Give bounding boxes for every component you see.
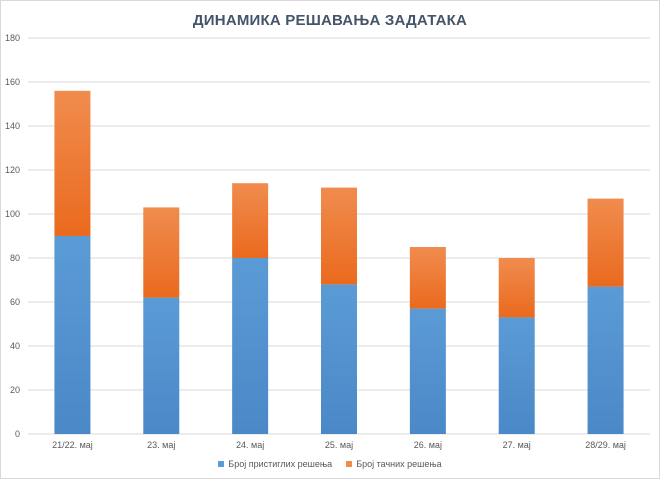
bar-correct xyxy=(498,258,535,318)
bar-received xyxy=(587,286,624,434)
bar-received xyxy=(321,284,357,434)
x-tick-label: 24. мај xyxy=(236,440,264,450)
y-axis: 0 20 40 60 80 100 120 140 160 180 xyxy=(5,33,20,439)
y-tick-label: 40 xyxy=(10,341,20,351)
y-tick-label: 80 xyxy=(10,253,20,263)
y-tick-label: 60 xyxy=(10,297,20,307)
x-tick-label: 26. мај xyxy=(414,440,442,450)
bar-received xyxy=(498,317,535,434)
legend: Број пристиглих решења Број тачних решењ… xyxy=(0,459,660,469)
y-tick-label: 100 xyxy=(5,209,20,219)
x-tick-label: 28/29. мај xyxy=(585,440,626,450)
x-tick-label: 25. мај xyxy=(325,440,353,450)
y-tick-label: 20 xyxy=(10,385,20,395)
legend-swatch-correct xyxy=(346,461,353,467)
x-tick-label: 21/22. мај xyxy=(52,440,93,450)
bar-correct xyxy=(54,90,91,236)
chart-title: ДИНАМИКА РЕШАВАЊА ЗАДАТАКА xyxy=(192,12,468,29)
y-tick-label: 120 xyxy=(5,165,20,175)
legend-label-received: Број пристиглих решења xyxy=(228,459,333,469)
bar-received xyxy=(143,297,180,434)
bar-received xyxy=(232,258,269,434)
legend-item-correct: Број тачних решења xyxy=(346,459,442,469)
y-tick-label: 180 xyxy=(5,33,20,43)
y-tick-label: 0 xyxy=(15,429,20,439)
x-tick-label: 27. мај xyxy=(503,440,531,450)
bar-correct xyxy=(143,207,180,298)
bar-received xyxy=(54,236,91,434)
legend-label-correct: Број тачних решења xyxy=(356,459,442,469)
x-tick-label: 23. мај xyxy=(147,440,175,450)
legend-item-received: Број пристиглих решења xyxy=(218,459,332,469)
bar-correct xyxy=(587,198,624,287)
legend-swatch-received xyxy=(218,461,225,467)
y-tick-label: 140 xyxy=(5,121,20,131)
bar-correct xyxy=(321,187,357,285)
bar-received xyxy=(409,308,446,434)
bar-correct xyxy=(232,183,269,258)
bars xyxy=(54,90,624,434)
x-axis: 21/22. мај 23. мај 24. мај 25. мај 26. мај 27… xyxy=(52,440,626,450)
y-tick-label: 160 xyxy=(5,77,20,87)
bar-correct xyxy=(409,247,446,309)
